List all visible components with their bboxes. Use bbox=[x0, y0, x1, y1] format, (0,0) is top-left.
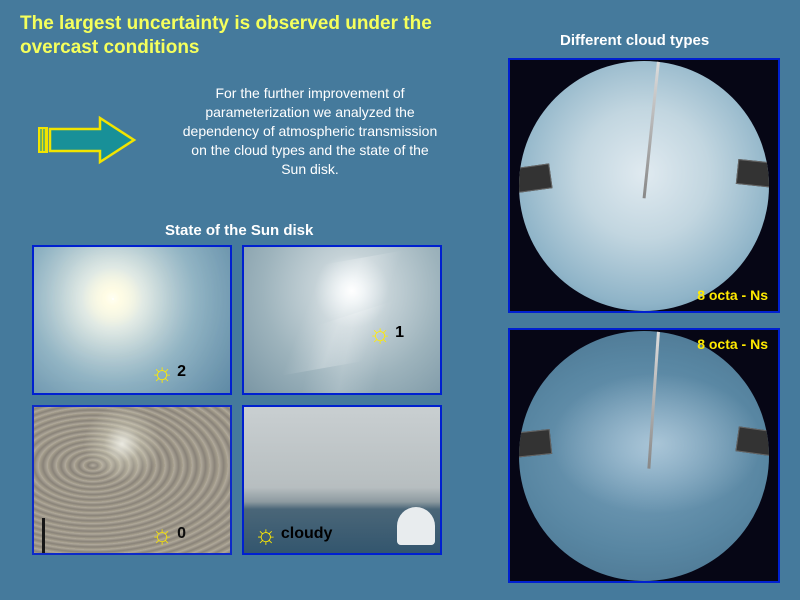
sun-panel-1: ☼ 1 bbox=[242, 245, 442, 395]
sun-icon: ☼ bbox=[368, 320, 392, 346]
description-text: For the further improvement of parameter… bbox=[180, 84, 440, 178]
fisheye-panel-2: 8 octa - Ns bbox=[508, 328, 780, 583]
arrow-icon bbox=[38, 115, 138, 170]
sun-label-cloudy: cloudy bbox=[281, 525, 333, 543]
slide-title: The largest uncertainty is observed unde… bbox=[20, 12, 470, 60]
octa-label-2: 8 octa - Ns bbox=[697, 336, 768, 352]
fisheye-panel-1: 8 octa - Ns bbox=[508, 58, 780, 313]
sun-state-heading: State of the Sun disk bbox=[165, 222, 313, 239]
octa-label-1: 8 octa - Ns bbox=[697, 287, 768, 303]
sun-icon: ☼ bbox=[254, 521, 278, 547]
sun-icon: ☼ bbox=[150, 521, 174, 547]
sun-label-2: 2 bbox=[177, 363, 186, 381]
sun-state-grid: ☼ 2 ☼ 1 ☼ 0 ☼ cloudy bbox=[32, 245, 442, 555]
sun-panel-2: ☼ 2 bbox=[32, 245, 232, 395]
sun-panel-cloudy: ☼ cloudy bbox=[242, 405, 442, 555]
sun-label-0: 0 bbox=[177, 525, 186, 543]
cloud-types-heading: Different cloud types bbox=[560, 32, 709, 49]
sun-icon: ☼ bbox=[150, 359, 174, 385]
sun-label-1: 1 bbox=[395, 324, 404, 342]
sun-panel-0: ☼ 0 bbox=[32, 405, 232, 555]
